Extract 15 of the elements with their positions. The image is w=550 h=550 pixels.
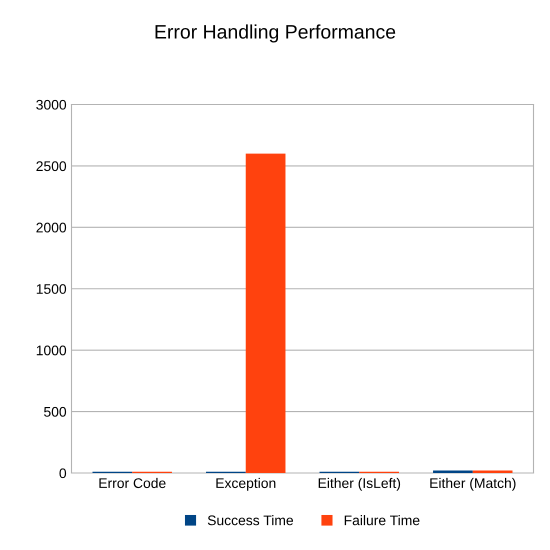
x-tick-label: Either (Match) (430, 478, 516, 491)
y-tick-label: 0 (59, 468, 66, 478)
y-tick-label: 3000 (36, 100, 66, 110)
y-tick-label: 2500 (36, 161, 66, 172)
y-tick-label: 1500 (36, 284, 66, 294)
y-tick-label: 1000 (36, 346, 66, 356)
x-tick-label: Error Code (99, 478, 166, 488)
y-tick-label: 2000 (36, 222, 66, 233)
legend-label: Failure Time (344, 515, 420, 526)
bar (246, 154, 286, 473)
legend-label: Success Time (208, 515, 294, 526)
x-tick-label: Either (IsLeft) (318, 478, 400, 491)
x-tick-label: Exception (216, 478, 276, 491)
chart-title: Error Handling Performance (156, 24, 396, 43)
y-tick-label: 500 (44, 406, 66, 417)
